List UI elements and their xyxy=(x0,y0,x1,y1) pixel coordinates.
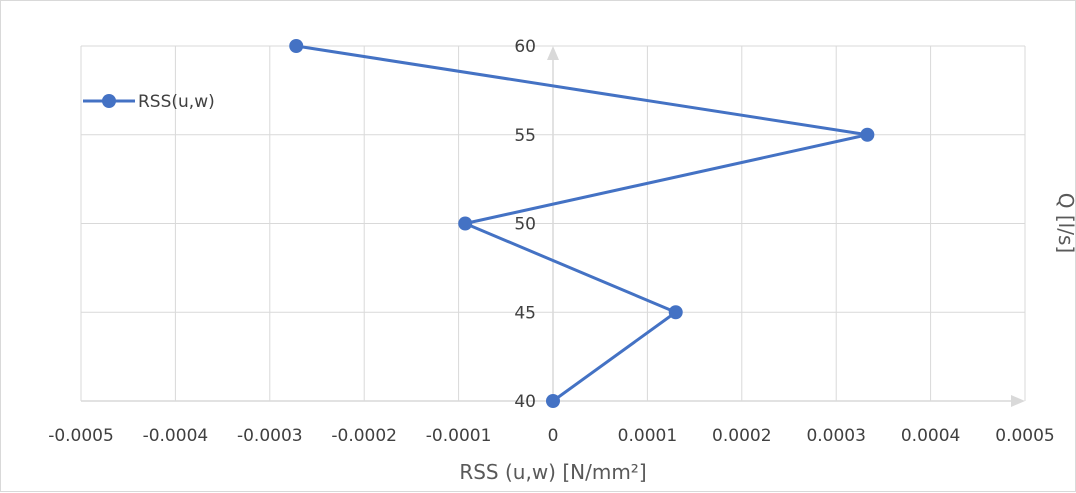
axis-layer xyxy=(81,46,1025,407)
y-tick-label: 40 xyxy=(514,392,536,412)
x-tick-label: 0 xyxy=(548,426,559,446)
data-point xyxy=(860,127,875,142)
x-tick-label: -0.0002 xyxy=(331,426,397,446)
x-tick-label: 0.0002 xyxy=(712,426,771,446)
x-tick-label: 0.0005 xyxy=(995,426,1054,446)
x-tick-label: -0.0001 xyxy=(426,426,492,446)
x-tick-label: -0.0003 xyxy=(237,426,303,446)
data-point xyxy=(458,216,473,231)
x-tick-label: -0.0004 xyxy=(143,426,209,446)
legend-label: RSS(u,w) xyxy=(138,92,215,112)
legend: RSS(u,w) xyxy=(83,92,215,112)
y-axis-title: Q [l/s] xyxy=(1054,193,1076,253)
y-tick-label: 55 xyxy=(514,126,536,146)
data-point xyxy=(289,39,304,53)
label-layer: -0.0005 -0.0004 -0.0003 -0.0002 -0.0001 0 0.00… xyxy=(48,37,1055,446)
y-tick-label: 60 xyxy=(514,37,536,57)
y-tick-label: 45 xyxy=(514,303,536,323)
y-tick-label: 50 xyxy=(514,215,536,235)
series-layer xyxy=(289,39,875,408)
x-tick-label: 0.0001 xyxy=(618,426,677,446)
y-axis-arrow xyxy=(547,46,559,60)
x-tick-label: -0.0005 xyxy=(48,426,114,446)
x-axis-title: RSS (u,w) [N/mm²] xyxy=(459,460,646,484)
x-tick-label: 0.0003 xyxy=(806,426,865,446)
data-point xyxy=(668,305,683,320)
legend-marker xyxy=(102,94,116,108)
x-tick-label: 0.0004 xyxy=(901,426,960,446)
x-axis-arrow xyxy=(1011,395,1025,407)
data-point xyxy=(546,394,560,408)
